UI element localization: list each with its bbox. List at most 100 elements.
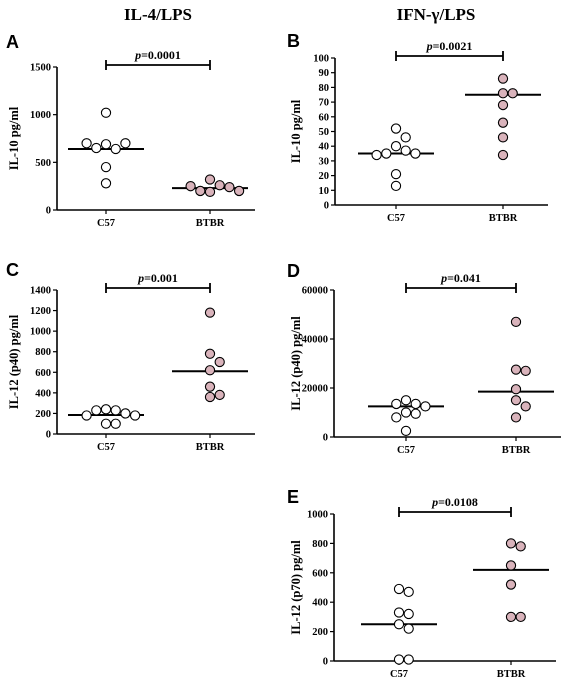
data-point-btbr xyxy=(214,356,225,368)
data-point-btbr xyxy=(204,307,216,318)
y-tick-label: 1000 xyxy=(30,110,51,121)
data-point-btbr xyxy=(510,395,522,406)
data-point-c57 xyxy=(110,418,121,429)
data-point-c57 xyxy=(400,407,412,418)
panel-e: E IL-12 (p70) pg/ml 0 200 400 600 800 1000 C57 BT… xyxy=(287,487,556,680)
data-point-btbr xyxy=(505,579,517,590)
data-point-btbr xyxy=(204,174,216,185)
y-tick-label: 800 xyxy=(35,347,51,358)
data-point-c57 xyxy=(91,405,102,416)
data-point-c57 xyxy=(100,404,112,415)
data-point-btbr xyxy=(497,117,509,128)
y-tick-label: 1200 xyxy=(30,306,51,317)
data-point-c57 xyxy=(120,408,131,419)
y-tick-label: 70 xyxy=(319,98,330,109)
data-point-btbr xyxy=(497,88,509,99)
data-point-c57 xyxy=(393,583,405,595)
p-value: =0.041 xyxy=(447,271,481,285)
category-label-c57: C57 xyxy=(390,669,408,680)
data-point-c57 xyxy=(91,142,102,154)
data-point-btbr xyxy=(204,391,216,403)
column-title-left: IL-4/LPS xyxy=(124,5,192,24)
category-label-btbr: BTBR xyxy=(502,445,531,456)
data-point-c57 xyxy=(110,143,121,155)
y-tick-label: 40 xyxy=(319,142,330,153)
y-tick-label: 20 xyxy=(319,171,330,182)
y-tick-label: 0 xyxy=(323,433,328,444)
p-value-label: p=0.0001 xyxy=(134,48,181,62)
data-point-c57 xyxy=(100,139,112,150)
data-point-btbr xyxy=(497,149,509,161)
data-point-c57 xyxy=(420,401,431,412)
data-point-btbr xyxy=(204,365,216,376)
data-point-btbr xyxy=(497,99,509,111)
data-point-c57 xyxy=(391,398,402,410)
panel-letter: D xyxy=(287,261,300,281)
data-point-c57 xyxy=(410,408,421,419)
data-point-c57 xyxy=(410,398,421,410)
data-point-btbr xyxy=(214,389,225,401)
data-point-c57 xyxy=(390,180,402,192)
y-axis-label: IL-12 (p40) pg/ml xyxy=(289,316,303,411)
y-tick-label: 1000 xyxy=(30,327,51,338)
p-value-label: p=0.041 xyxy=(440,271,481,285)
data-point-btbr xyxy=(515,541,526,552)
data-point-c57 xyxy=(371,149,382,161)
y-tick-label: 1500 xyxy=(30,63,51,74)
y-tick-label: 600 xyxy=(312,568,328,579)
category-label-btbr: BTBR xyxy=(196,218,225,229)
data-point-c57 xyxy=(393,619,405,630)
p-symbol: p xyxy=(440,271,447,285)
data-point-c57 xyxy=(400,395,412,406)
category-label-btbr: BTBR xyxy=(489,213,518,224)
y-tick-label: 100 xyxy=(313,54,329,65)
data-point-btbr xyxy=(233,185,245,197)
data-point-btbr xyxy=(505,611,517,623)
data-point-c57 xyxy=(390,123,402,134)
data-point-btbr xyxy=(497,132,509,143)
data-point-btbr xyxy=(520,365,531,376)
y-axis-label: IL-12 (p70) pg/ml xyxy=(289,540,303,635)
p-value: =0.001 xyxy=(144,271,178,285)
data-point-c57 xyxy=(100,418,112,429)
data-point-btbr xyxy=(515,611,526,623)
data-point-btbr xyxy=(195,185,206,197)
y-tick-label: 500 xyxy=(35,158,51,169)
panel-letter: B xyxy=(287,31,300,51)
data-point-btbr xyxy=(214,180,225,191)
data-point-c57 xyxy=(391,412,402,423)
y-tick-label: 1000 xyxy=(307,510,328,521)
p-symbol: p xyxy=(137,271,144,285)
data-point-btbr xyxy=(510,316,522,327)
p-symbol: p xyxy=(431,495,438,509)
category-label-btbr: BTBR xyxy=(497,669,526,680)
data-point-c57 xyxy=(129,410,141,421)
data-point-btbr xyxy=(224,181,235,193)
data-point-c57 xyxy=(400,425,412,437)
data-point-c57 xyxy=(81,138,92,149)
y-tick-label: 50 xyxy=(319,127,330,138)
y-tick-label: 0 xyxy=(46,206,51,217)
y-tick-label: 60000 xyxy=(302,286,328,297)
data-point-btbr xyxy=(520,401,531,412)
data-point-btbr xyxy=(204,381,216,392)
column-title-right: IFN-γ/LPS xyxy=(397,5,476,24)
category-label-c57: C57 xyxy=(97,442,115,453)
data-point-c57 xyxy=(410,148,421,159)
panel-letter: C xyxy=(6,260,19,280)
y-tick-label: 0 xyxy=(46,430,51,441)
y-tick-label: 0 xyxy=(324,201,329,212)
data-point-c57 xyxy=(100,178,112,189)
p-value-label: p=0.0108 xyxy=(431,495,478,509)
data-point-c57 xyxy=(390,141,402,152)
data-point-c57 xyxy=(393,654,405,665)
panel-c: C IL-12 (p40) pg/ml 0 200 400 600 800 1000 1200 1… xyxy=(6,260,255,453)
y-tick-label: 200 xyxy=(312,627,328,638)
data-point-c57 xyxy=(110,405,121,416)
y-axis-label: IL-10 pg/ml xyxy=(289,99,303,163)
data-point-c57 xyxy=(390,168,402,180)
data-point-c57 xyxy=(403,623,414,634)
p-value-label: p=0.001 xyxy=(137,271,178,285)
data-point-c57 xyxy=(120,138,131,149)
data-point-btbr xyxy=(510,384,522,395)
